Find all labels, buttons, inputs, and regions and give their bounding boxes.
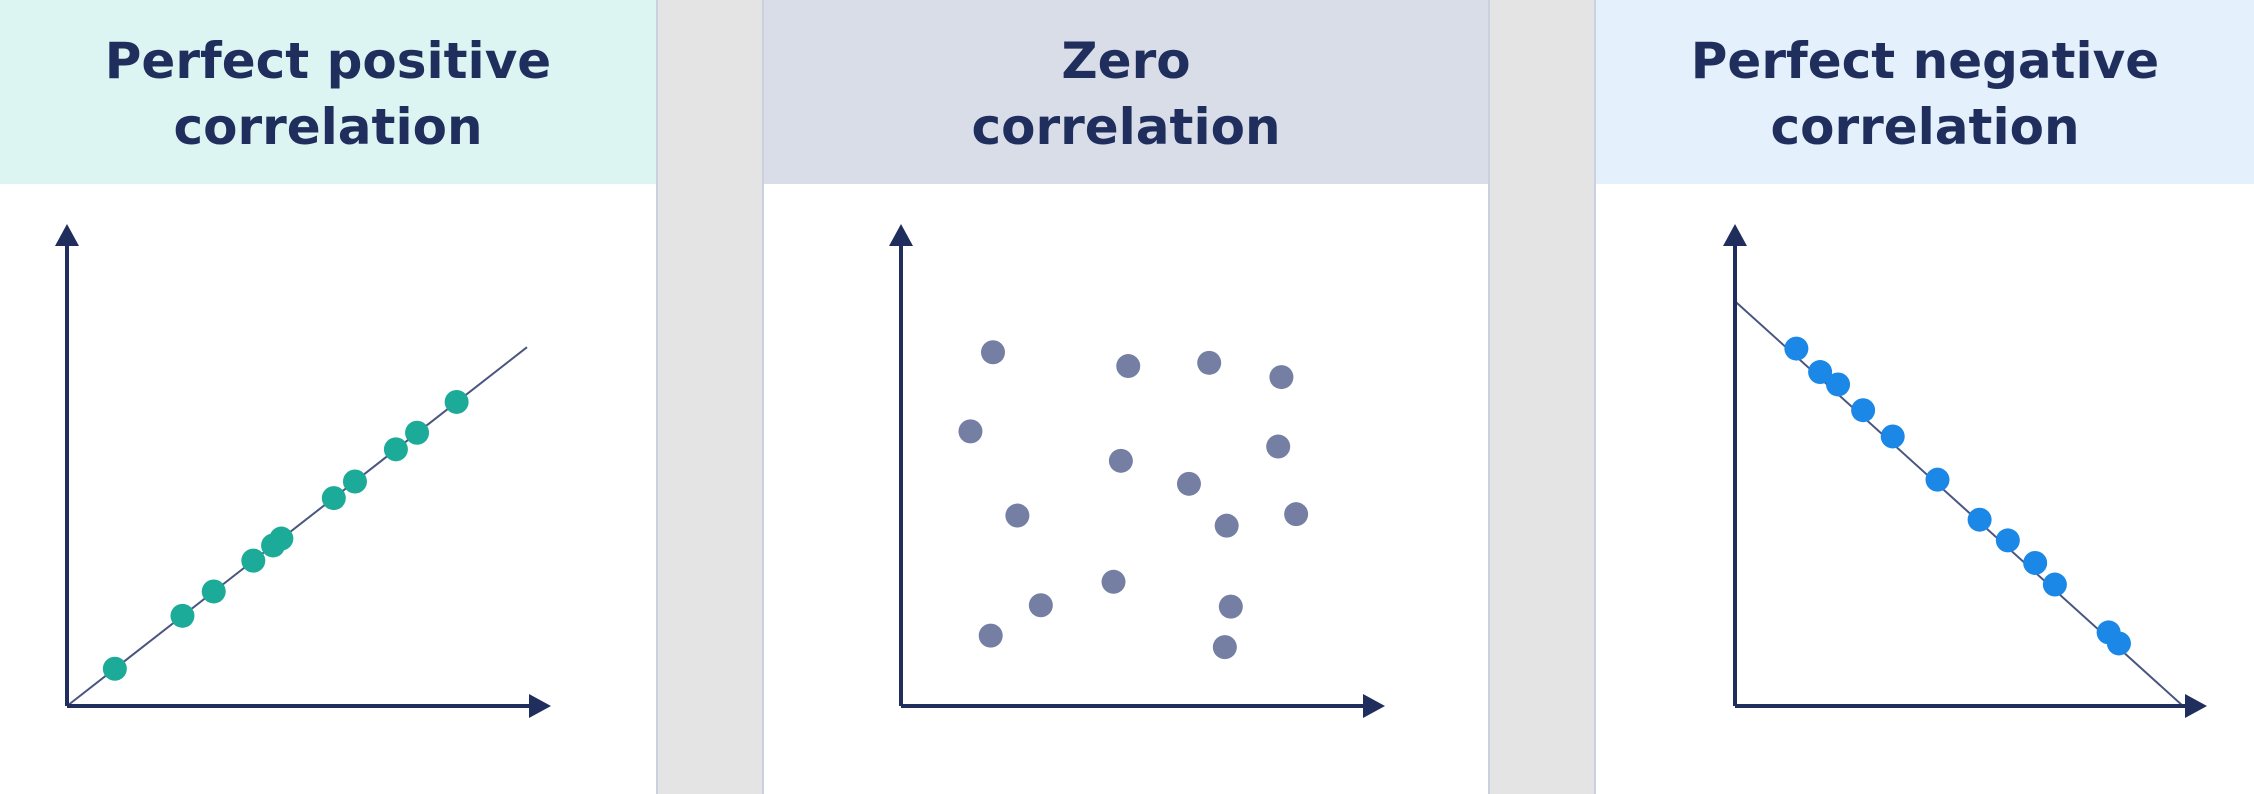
data-point	[1005, 503, 1030, 528]
panel-header: Perfect positive correlation	[0, 0, 656, 184]
data-point	[2042, 572, 2067, 597]
data-point	[1826, 372, 1851, 397]
data-point	[241, 548, 266, 573]
chart-title: Perfect positive correlation	[104, 32, 552, 156]
data-point	[1880, 424, 1905, 449]
data-point	[1212, 635, 1237, 660]
panel-header: Perfect negative correlation	[1596, 0, 2254, 184]
chart-title: Zero correlation	[971, 32, 1281, 156]
data-point	[383, 437, 408, 462]
data-point	[1808, 360, 1833, 385]
data-point	[1851, 398, 1876, 423]
data-point	[1197, 350, 1222, 375]
x-axis-arrow-icon	[2185, 694, 2207, 718]
data-point	[1176, 471, 1201, 496]
y-axis-arrow-icon	[889, 224, 913, 246]
data-point	[170, 603, 195, 628]
data-point	[981, 340, 1005, 365]
data-point	[1101, 569, 1126, 594]
data-point	[1269, 365, 1294, 390]
data-point	[269, 526, 294, 551]
data-point	[342, 469, 367, 494]
chart-panel-negative: Perfect negative correlation	[1594, 0, 2254, 794]
data-point	[1214, 513, 1239, 538]
scatter-plot-positive	[55, 224, 551, 718]
x-axis-arrow-icon	[529, 694, 551, 718]
data-point	[1218, 594, 1243, 619]
x-axis-arrow-icon	[1363, 694, 1385, 718]
data-point	[2023, 550, 2048, 575]
chart-panel-zero: Zero correlation	[762, 0, 1490, 794]
data-point	[2106, 631, 2131, 656]
scatter-plot-negative	[1723, 224, 2207, 718]
y-axis-arrow-icon	[55, 224, 79, 246]
data-point	[978, 623, 1003, 648]
data-point	[1108, 448, 1133, 473]
data-point	[1028, 593, 1053, 618]
data-point	[321, 486, 346, 511]
data-point	[1967, 507, 1992, 532]
data-point	[1925, 467, 1950, 492]
data-point	[102, 656, 127, 681]
chart-title: Perfect negative correlation	[1690, 32, 2160, 156]
data-point	[1266, 434, 1291, 459]
scatter-plot-zero	[889, 224, 1385, 718]
chart-panel-positive: Perfect positive correlation	[0, 0, 658, 794]
data-point	[1116, 354, 1141, 379]
panel-header: Zero correlation	[764, 0, 1488, 184]
data-point	[958, 419, 983, 444]
data-point	[1995, 528, 2020, 553]
data-point	[1784, 336, 1809, 361]
data-point	[1284, 502, 1309, 527]
data-point	[201, 579, 226, 604]
data-point	[444, 389, 469, 414]
data-point	[405, 420, 430, 445]
y-axis-arrow-icon	[1723, 224, 1747, 246]
